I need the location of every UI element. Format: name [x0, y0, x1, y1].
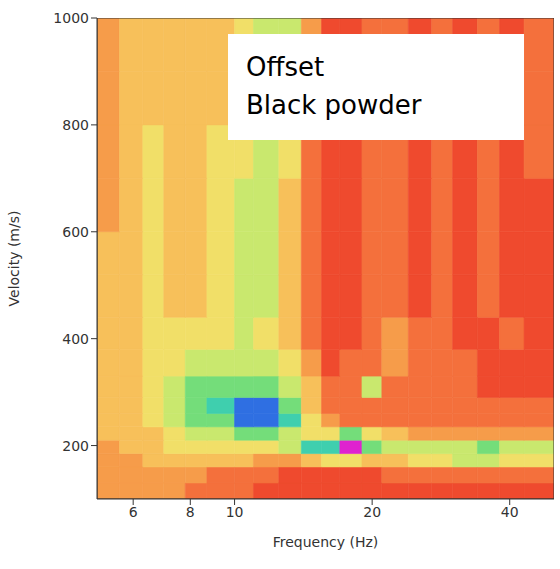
svg-text:600: 600	[62, 224, 89, 240]
svg-text:10: 10	[226, 504, 244, 520]
html-text:Offset: Offset	[246, 52, 325, 82]
svg-text:1000: 1000	[53, 10, 89, 26]
svg-text:8: 8	[186, 504, 195, 520]
svg-text:800: 800	[62, 117, 89, 133]
html-text:Black powder: Black powder	[246, 90, 422, 120]
svg-text:400: 400	[62, 331, 89, 347]
svg-text:20: 20	[363, 504, 381, 520]
svg-text:200: 200	[62, 438, 89, 454]
svg-text:Frequency (Hz): Frequency (Hz)	[273, 534, 379, 550]
svg-text:6: 6	[129, 504, 138, 520]
svg-text:40: 40	[501, 504, 519, 520]
svg-text:Velocity (m/s): Velocity (m/s)	[6, 211, 22, 307]
